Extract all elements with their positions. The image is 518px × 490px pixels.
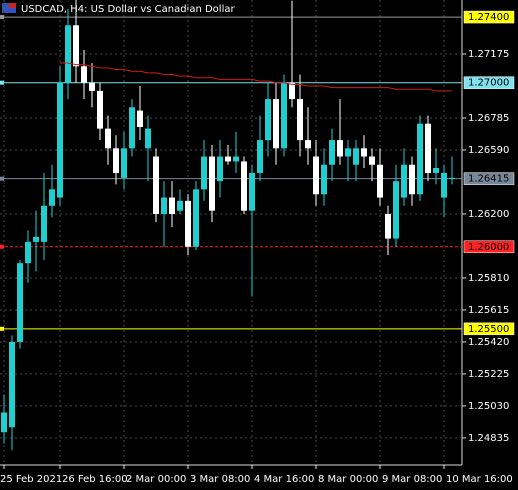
- y-tick-label: 1.25810: [468, 273, 509, 284]
- candle-body: [233, 156, 239, 162]
- candle-body: [305, 140, 311, 149]
- x-tick-label: 3 Mar 08:00: [190, 474, 250, 485]
- level-label-box: [463, 322, 515, 336]
- candle-body: [1, 412, 7, 433]
- candle-body: [161, 197, 167, 214]
- y-tick-label: 1.25615: [468, 305, 509, 316]
- candle-body: [265, 99, 271, 141]
- candle-body: [345, 148, 351, 157]
- candle-body: [225, 156, 231, 162]
- candle-body: [409, 164, 415, 195]
- level-label-box: [463, 172, 515, 185]
- candle-body: [65, 25, 71, 83]
- x-tick-label: 2 Mar 00:00: [126, 474, 186, 485]
- candle-body: [217, 156, 223, 182]
- chart-title: USDCAD, H4: US Dollar vs Canadian Dollar: [21, 4, 235, 15]
- y-tick-label: 1.25030: [468, 401, 509, 412]
- flag-icon-stripe: [9, 3, 16, 8]
- candle-body: [185, 200, 191, 247]
- level-label-box: [463, 10, 515, 24]
- candle-body: [201, 156, 207, 190]
- level-label-box: [463, 76, 515, 89]
- candle-body: [249, 172, 255, 211]
- candle-body: [321, 164, 327, 195]
- level-label: 1.26415: [468, 174, 509, 185]
- candle-body: [17, 263, 23, 342]
- candle-body: [57, 82, 63, 198]
- candle-body: [385, 213, 391, 239]
- level-label: 1.27400: [468, 12, 509, 23]
- level-label: 1.25500: [468, 324, 509, 335]
- candle-body: [273, 99, 279, 149]
- candle-body: [297, 99, 303, 141]
- candle-body: [449, 177, 455, 179]
- candle-body: [105, 128, 111, 149]
- candle-body: [81, 66, 87, 83]
- candle-body: [441, 172, 447, 198]
- level-marker: [0, 80, 4, 85]
- candle-body: [337, 140, 343, 157]
- candle-body: [121, 148, 127, 178]
- candle-body: [401, 164, 407, 198]
- candle-body: [41, 205, 47, 242]
- candle-body: [49, 189, 55, 206]
- candle-body: [153, 156, 159, 214]
- level-marker: [0, 15, 4, 20]
- candle-body: [137, 110, 143, 127]
- candle-body: [313, 156, 319, 195]
- candle-body: [209, 156, 215, 211]
- candle-body: [393, 181, 399, 239]
- level-label-box: [463, 240, 515, 254]
- candle-body: [193, 189, 199, 247]
- y-tick-label: 1.24835: [468, 433, 509, 444]
- x-tick-label: 4 Mar 16:00: [254, 474, 314, 485]
- candle-body: [433, 168, 439, 173]
- candle-body: [97, 90, 103, 129]
- moving-average: [60, 62, 452, 92]
- candle-body: [241, 161, 247, 211]
- x-tick-label: 10 Mar 16:00: [446, 474, 513, 485]
- candle-body: [417, 123, 423, 195]
- y-tick-label: 1.27175: [468, 49, 509, 60]
- x-tick-label: 25 Feb 2021: [0, 474, 62, 485]
- level-marker: [0, 244, 4, 249]
- y-tick-label: 1.26200: [468, 209, 509, 220]
- candle-body: [369, 156, 375, 165]
- candle-body: [33, 236, 39, 242]
- candle-body: [425, 123, 431, 173]
- candle-body: [329, 140, 335, 165]
- x-tick-label: 8 Mar 00:00: [318, 474, 378, 485]
- candle-body: [25, 241, 31, 264]
- y-tick-label: 1.26590: [468, 145, 509, 156]
- candle-body: [9, 341, 15, 428]
- x-tick-label: 26 Feb 16:00: [62, 474, 128, 485]
- candle-body: [73, 25, 79, 67]
- candle-body: [113, 148, 119, 173]
- candle-body: [177, 200, 183, 211]
- x-tick-label: 9 Mar 08:00: [382, 474, 442, 485]
- candle-body: [145, 128, 151, 149]
- level-label: 1.27000: [468, 78, 509, 89]
- candle-body: [129, 107, 135, 149]
- candle-body: [289, 82, 295, 100]
- candle-body: [169, 197, 175, 214]
- y-tick-label: 1.25420: [468, 337, 509, 348]
- candle-body: [257, 140, 263, 173]
- candle-body: [377, 164, 383, 198]
- y-tick-label: 1.25225: [468, 369, 509, 380]
- level-label: 1.26000: [468, 242, 509, 253]
- level-marker: [0, 326, 4, 331]
- candle-body: [361, 148, 367, 157]
- candle-body: [353, 148, 359, 165]
- level-marker: [0, 176, 4, 181]
- candle-body: [281, 82, 287, 149]
- y-tick-label: 1.26785: [468, 113, 509, 124]
- candle-body: [89, 82, 95, 91]
